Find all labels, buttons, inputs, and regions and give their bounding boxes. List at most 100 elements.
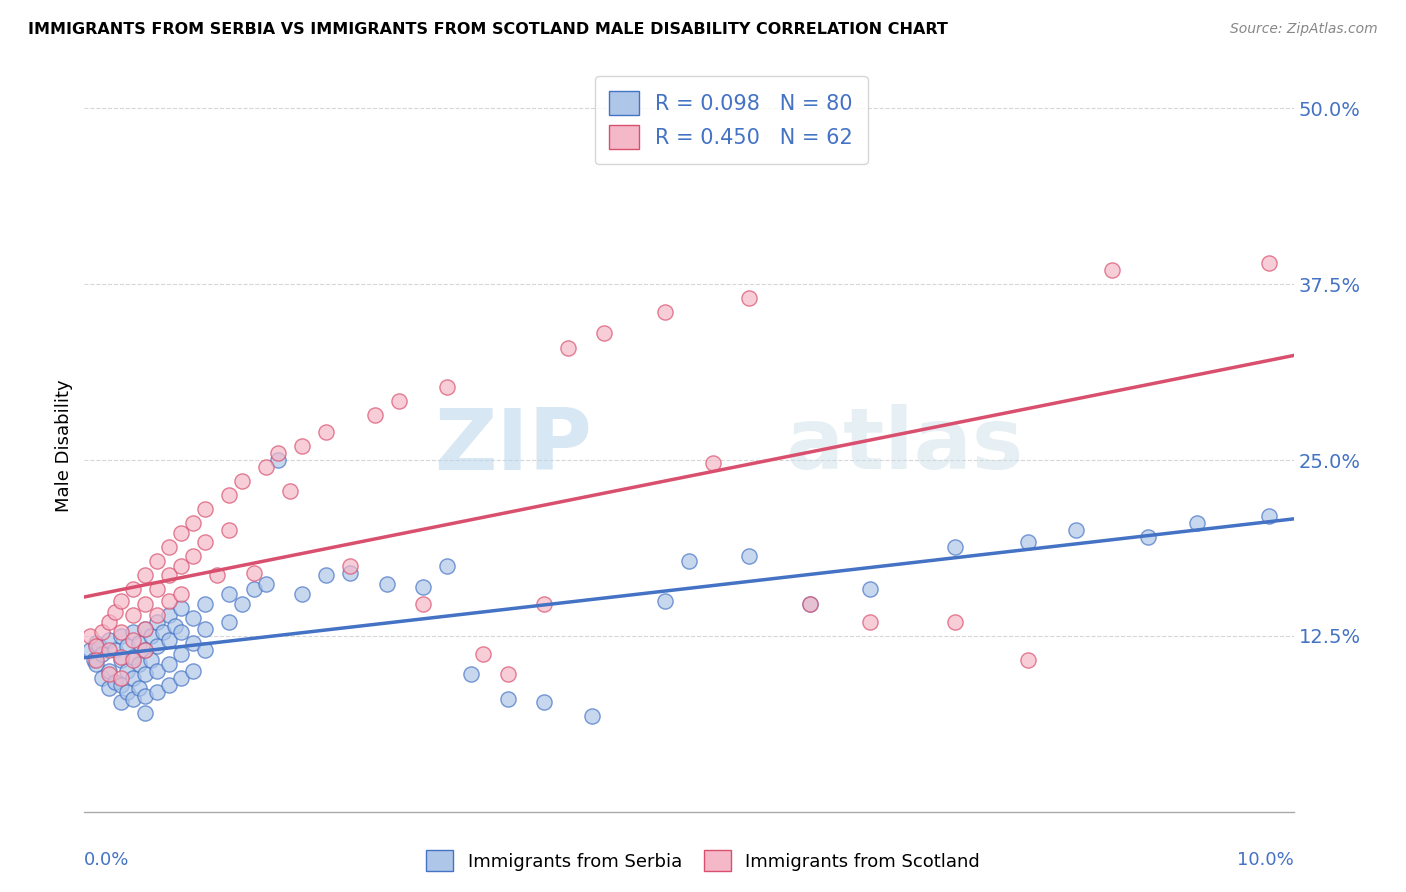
Point [181,516,204,531]
Point [363,408,385,422]
Point [859,582,882,597]
Point [134,622,156,636]
Point [412,597,434,611]
Point [91,624,114,639]
Point [157,678,180,692]
Point [581,709,603,723]
Point [139,653,162,667]
Point [115,664,138,678]
Point [557,341,579,355]
Point [267,453,290,467]
Point [121,650,143,665]
Point [170,587,193,601]
Point [242,566,264,580]
Point [231,474,253,488]
Point [170,647,193,661]
Point [388,394,411,409]
Point [128,657,150,671]
Point [254,460,277,475]
Point [86,639,108,653]
Text: ZIP: ZIP [434,404,592,488]
Point [170,600,193,615]
Point [86,636,108,650]
Point [97,681,120,695]
Point [218,587,240,601]
Point [121,607,143,622]
Point [157,633,180,648]
Point [194,534,217,549]
Point [1017,534,1039,549]
Point [110,678,132,692]
Y-axis label: Male Disability: Male Disability [55,380,73,512]
Point [104,643,127,657]
Legend: R = 0.098   N = 80, R = 0.450   N = 62: R = 0.098 N = 80, R = 0.450 N = 62 [595,76,868,164]
Point [278,483,301,498]
Point [194,597,217,611]
Point [1258,256,1281,270]
Point [157,593,180,607]
Point [146,685,169,699]
Point [339,558,361,573]
Point [146,607,169,622]
Point [146,639,169,653]
Point [134,643,156,657]
Point [97,633,120,648]
Point [315,425,337,439]
Point [152,624,174,639]
Point [146,554,169,568]
Point [436,380,458,394]
Point [291,587,314,601]
Point [121,633,143,648]
Legend: Immigrants from Serbia, Immigrants from Scotland: Immigrants from Serbia, Immigrants from … [419,843,987,879]
Point [242,582,264,597]
Point [146,615,169,629]
Text: IMMIGRANTS FROM SERBIA VS IMMIGRANTS FROM SCOTLAND MALE DISABILITY CORRELATION C: IMMIGRANTS FROM SERBIA VS IMMIGRANTS FRO… [28,22,948,37]
Point [157,657,180,671]
Point [218,524,240,538]
Point [943,541,966,555]
Text: atlas: atlas [786,404,1024,488]
Point [104,605,127,619]
Point [702,456,724,470]
Point [170,526,193,541]
Point [146,664,169,678]
Point [1137,530,1160,544]
Text: 10.0%: 10.0% [1237,851,1294,869]
Point [134,597,156,611]
Point [110,593,132,607]
Point [339,566,361,580]
Point [91,671,114,685]
Point [146,582,169,597]
Point [128,681,150,695]
Text: Source: ZipAtlas.com: Source: ZipAtlas.com [1230,22,1378,37]
Point [472,647,495,661]
Point [110,624,132,639]
Point [194,622,217,636]
Point [654,593,676,607]
Point [170,671,193,685]
Point [799,597,821,611]
Point [181,664,204,678]
Point [181,549,204,563]
Point [1101,263,1123,277]
Point [170,624,193,639]
Point [738,549,761,563]
Point [170,558,193,573]
Point [738,291,761,305]
Point [943,615,966,629]
Point [533,597,555,611]
Point [121,653,143,667]
Point [157,568,180,582]
Point [678,554,700,568]
Point [121,671,143,685]
Point [134,706,156,721]
Point [859,615,882,629]
Point [593,326,616,341]
Point [412,580,434,594]
Point [121,624,143,639]
Point [157,541,180,555]
Point [254,577,277,591]
Point [128,636,150,650]
Point [291,439,314,453]
Point [375,577,398,591]
